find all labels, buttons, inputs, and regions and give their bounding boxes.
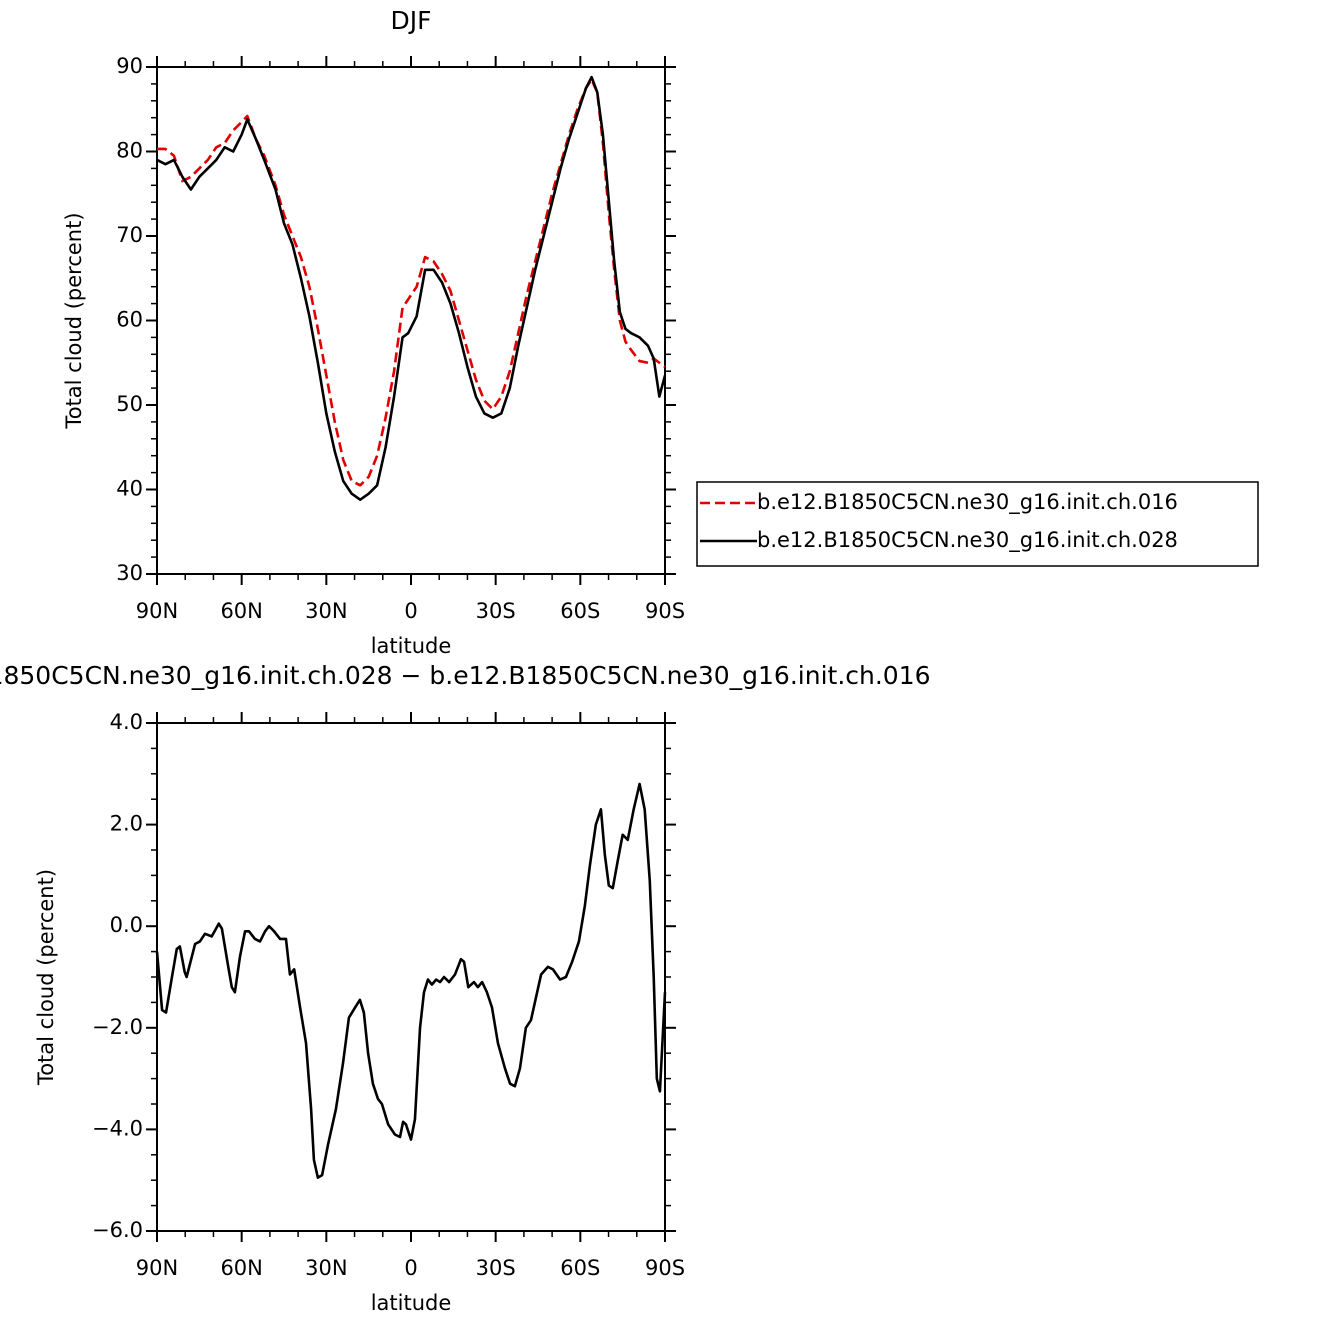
chart-title: DJF [390, 6, 431, 35]
y-tick-label: 0.0 [110, 913, 143, 937]
legend-label: b.e12.B1850C5CN.ne30_g16.init.ch.016 [757, 490, 1178, 515]
x-axis-label: latitude [371, 1291, 452, 1315]
x-tick-label: 60S [560, 599, 600, 623]
plot-frame [156, 722, 666, 1232]
y-tick-label: 2.0 [110, 812, 143, 836]
x-tick-label: 90N [136, 1256, 178, 1280]
y-tick-label: −6.0 [92, 1218, 143, 1242]
x-axis-label: latitude [371, 634, 452, 658]
x-tick-label: 30S [476, 599, 516, 623]
y-tick-label: 90 [116, 54, 143, 78]
data-line [156, 75, 667, 501]
x-tick-label: 30S [476, 1256, 516, 1280]
x-tick-label: 60S [560, 1256, 600, 1280]
x-tick-label: 30N [305, 599, 347, 623]
x-tick-label: 90S [645, 599, 685, 623]
y-tick-label: 80 [116, 139, 143, 163]
y-tick-label: −4.0 [92, 1116, 143, 1140]
y-tick-label: 40 [116, 477, 143, 501]
y-axis-label: Total cloud (percent) [62, 212, 86, 429]
legend-box [696, 481, 1259, 567]
chart-title: b.e12.B1850C5CN.ne30_g16.init.ch.028 − b… [0, 661, 931, 690]
y-tick-label: −2.0 [92, 1015, 143, 1039]
x-tick-label: 90S [645, 1256, 685, 1280]
y-tick-label: 4.0 [110, 710, 143, 734]
y-tick-label: 30 [116, 561, 143, 585]
y-tick-label: 60 [116, 308, 143, 332]
y-axis-label: Total cloud (percent) [34, 869, 58, 1086]
x-tick-label: 60N [220, 599, 262, 623]
x-tick-label: 30N [305, 1256, 347, 1280]
x-tick-label: 90N [136, 599, 178, 623]
x-tick-label: 60N [220, 1256, 262, 1280]
data-line [155, 782, 667, 1179]
plot-frame [156, 66, 666, 575]
y-tick-label: 50 [116, 392, 143, 416]
data-line [157, 78, 666, 487]
y-tick-label: 70 [116, 223, 143, 247]
x-tick-label: 0 [404, 599, 417, 623]
x-tick-label: 0 [404, 1256, 417, 1280]
legend-label: b.e12.B1850C5CN.ne30_g16.init.ch.028 [757, 528, 1178, 553]
